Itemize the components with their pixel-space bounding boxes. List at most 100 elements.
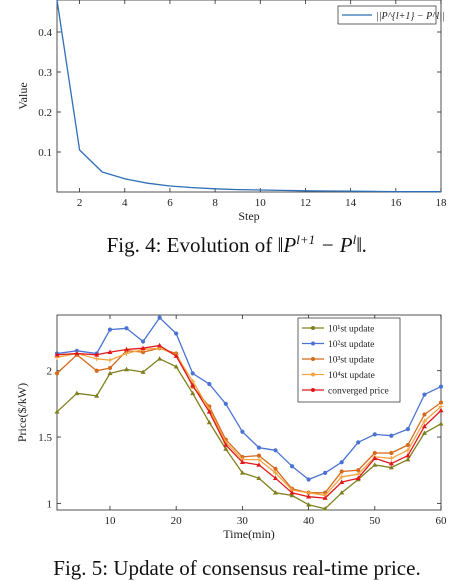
fig5-series-point-1 xyxy=(256,445,262,450)
fig5-legend-marker-3 xyxy=(311,372,315,377)
fig5-series-point-4 xyxy=(74,350,80,356)
fig5-legend-marker-4 xyxy=(311,388,315,392)
fig5-series-point-0 xyxy=(54,409,60,414)
fig5-series-point-0 xyxy=(388,464,394,470)
fig5-series-point-2 xyxy=(422,412,427,417)
fig5-series-point-4 xyxy=(355,475,361,480)
fig5-series-point-1 xyxy=(289,464,295,469)
fig5-series-point-1 xyxy=(124,326,129,331)
fig5-series-line-2 xyxy=(56,347,442,494)
fig5-series-point-0 xyxy=(256,475,262,480)
fig5-series-point-0 xyxy=(223,446,229,451)
fig5-series-point-4 xyxy=(272,475,278,480)
fig4-xtick-label: 6 xyxy=(167,197,173,209)
fig5-series-point-2 xyxy=(372,450,377,456)
fig5-series-point-0 xyxy=(289,492,295,498)
fig5-series-point-2 xyxy=(256,453,262,458)
fig5-legend-marker-1 xyxy=(311,341,315,346)
fig5-series-point-1 xyxy=(140,339,146,344)
fig5-series-point-3 xyxy=(256,457,262,463)
fig4-xtick-label: 18 xyxy=(436,197,448,209)
fig5-series-point-4 xyxy=(54,352,60,357)
fig5-xlabel: Time(min) xyxy=(223,527,275,541)
fig5-series-point-4 xyxy=(107,349,113,354)
fig5-series-point-1 xyxy=(240,429,245,434)
fig5-series-point-2 xyxy=(356,468,361,473)
fig5-series-point-2 xyxy=(273,466,278,471)
fig5-series-point-4 xyxy=(421,423,427,429)
fig4-xtick-label: 10 xyxy=(255,197,267,209)
fig5-series-point-2 xyxy=(54,371,60,376)
fig5-xtick-label: 30 xyxy=(237,515,249,527)
fig4-xlabel: Step xyxy=(238,209,259,223)
fig5-series-point-0 xyxy=(372,462,378,467)
fig5-series-point-0 xyxy=(107,370,113,376)
fig5-series-point-0 xyxy=(190,390,196,396)
fig4-xtick-label: 14 xyxy=(345,197,357,209)
fig5-series-point-1 xyxy=(207,381,212,387)
fig5-series-point-1 xyxy=(438,384,444,389)
fig5-ytick-label: 2 xyxy=(47,366,53,378)
fig4-ytick-label: 0.1 xyxy=(38,147,52,159)
fig4-ytick-label: 0.2 xyxy=(38,107,52,119)
fig4-xtick-label: 2 xyxy=(77,197,83,209)
fig5-series-point-0 xyxy=(421,430,427,435)
fig5-series-point-0 xyxy=(124,366,130,372)
figure-4-caption: Fig. 4: Evolution of ‖Pl+1 − Pl‖. xyxy=(0,232,474,258)
fig4-legend-label: ||P^{l+1} − P^l|| xyxy=(376,11,445,22)
fig5-legend-label-3: 10⁴st update xyxy=(328,371,375,381)
fig5-series-point-4 xyxy=(239,459,245,465)
fig5-series-point-1 xyxy=(323,470,328,475)
fig5-series-point-1 xyxy=(422,392,427,397)
fig5-xtick-label: 40 xyxy=(303,515,315,527)
fig5-series-point-1 xyxy=(339,460,344,465)
fig5-series-point-4 xyxy=(256,462,262,467)
fig5-series-point-4 xyxy=(372,455,378,461)
fig5-series-point-1 xyxy=(174,331,179,336)
fig5-legend-box xyxy=(297,317,401,403)
fig5-series-point-3 xyxy=(339,474,345,480)
fig5-series-point-0 xyxy=(173,364,179,369)
fig4-xtick-label: 8 xyxy=(212,197,218,209)
fig5-series-point-1 xyxy=(356,440,361,445)
fig5-legend-label-4: converged price xyxy=(328,387,389,397)
fig5-series-point-1 xyxy=(372,432,377,437)
fig4-caption-prefix: Fig. 4: Evolution of xyxy=(106,233,278,257)
fig5-series-line-4 xyxy=(56,344,442,499)
fig4-axes-box xyxy=(56,0,442,193)
fig5-xtick-label: 10 xyxy=(104,515,116,527)
fig5-series-line-3 xyxy=(56,347,442,497)
fig5-legend-marker-2 xyxy=(311,357,315,361)
fig5-xtick-label: 50 xyxy=(369,515,381,527)
fig5-xtick-label: 20 xyxy=(171,515,183,527)
fig5-series-point-4 xyxy=(306,494,312,499)
fig5-series-point-0 xyxy=(157,356,163,361)
fig4-ylabel: Value xyxy=(16,82,30,109)
fig5-series-point-2 xyxy=(405,442,410,448)
fig5-series-point-1 xyxy=(107,327,113,332)
fig5-series-point-1 xyxy=(190,371,195,376)
fig5-series-point-1 xyxy=(273,448,278,453)
fig5-legend-label-1: 10²st update xyxy=(328,340,374,350)
fig5-series-point-4 xyxy=(388,460,394,466)
fig5-legend-label-0: 10¹st update xyxy=(328,325,374,335)
fig4-xtick-label: 12 xyxy=(300,197,311,209)
fig5-series-point-4 xyxy=(190,382,196,388)
fig5-series-point-4 xyxy=(206,409,212,414)
fig5-series-point-0 xyxy=(239,470,245,475)
fig5-series-point-4 xyxy=(157,342,163,348)
fig5-series-point-4 xyxy=(438,407,444,413)
fig5-series-point-0 xyxy=(339,490,345,495)
fig5-series-point-3 xyxy=(124,350,130,356)
fig5-series-point-2 xyxy=(94,368,99,373)
fig5-ytick-label: 1.5 xyxy=(38,432,52,444)
fig4-ytick-label: 0.3 xyxy=(38,67,52,79)
fig5-series-point-4 xyxy=(322,495,328,500)
fig5-series-point-1 xyxy=(157,315,162,320)
fig5-series-point-1 xyxy=(405,426,410,432)
fig4-ytick-label: 0.4 xyxy=(38,27,52,39)
fig5-series-point-0 xyxy=(206,419,212,425)
fig5-series-point-0 xyxy=(322,506,328,511)
fig5-series-line-0 xyxy=(56,358,442,510)
fig4-xtick-label: 4 xyxy=(122,197,128,209)
